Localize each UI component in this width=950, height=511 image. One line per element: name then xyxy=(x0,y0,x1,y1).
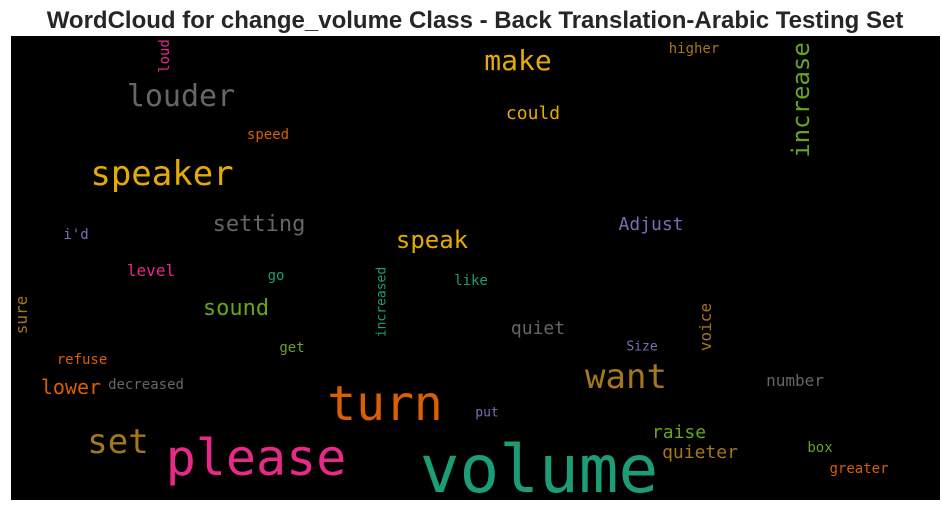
wordcloud-word: level xyxy=(126,261,176,280)
wordcloud-word: quieter xyxy=(662,442,738,463)
wordcloud-word: raise xyxy=(651,422,707,443)
wordcloud-word: higher xyxy=(668,41,720,57)
wordcloud-word: refuse xyxy=(56,352,108,368)
wordcloud-word: increase xyxy=(787,42,815,158)
wordcloud-word: speaker xyxy=(90,154,234,194)
wordcloud-word: quiet xyxy=(510,318,566,339)
wordcloud-word: like xyxy=(454,273,488,289)
wordcloud-word: please xyxy=(165,429,347,487)
wordcloud-word: put xyxy=(475,405,499,421)
wordcloud-word: make xyxy=(484,44,552,77)
wordcloud-word: greater xyxy=(829,461,889,477)
wordcloud-word: box xyxy=(807,440,833,456)
wordcloud-word: sound xyxy=(202,296,270,321)
wordcloud-word: could xyxy=(505,103,561,124)
wordcloud-word: speed xyxy=(246,127,290,143)
wordcloud-word: decreased xyxy=(108,377,184,393)
wordcloud-word: lower xyxy=(40,375,102,399)
wordcloud-word: want xyxy=(585,357,667,397)
wordcloud-word: go xyxy=(267,268,285,284)
wordcloud-word: i'd xyxy=(63,227,89,243)
wordcloud-word: louder xyxy=(126,79,236,114)
chart-title: WordCloud for change_volume Class - Back… xyxy=(46,7,904,34)
wordcloud-word: increased xyxy=(374,266,390,338)
wordcloud-word: voice xyxy=(696,302,715,352)
wordcloud-word: set xyxy=(87,422,149,462)
wordcloud-word: number xyxy=(766,371,824,390)
wordcloud-word: speak xyxy=(395,226,469,254)
wordcloud-word: sure xyxy=(12,295,31,335)
wordcloud-word: setting xyxy=(212,212,306,237)
wordcloud-word: loud xyxy=(157,39,173,73)
wordcloud-word: Adjust xyxy=(618,214,684,235)
wordcloud-word: get xyxy=(279,340,305,356)
wordcloud-word: turn xyxy=(327,376,443,432)
wordcloud-canvas: volume please turn want set speaker louder incr… xyxy=(11,36,940,500)
wordcloud-word: volume xyxy=(419,431,659,501)
wordcloud-word: Size xyxy=(626,339,658,355)
